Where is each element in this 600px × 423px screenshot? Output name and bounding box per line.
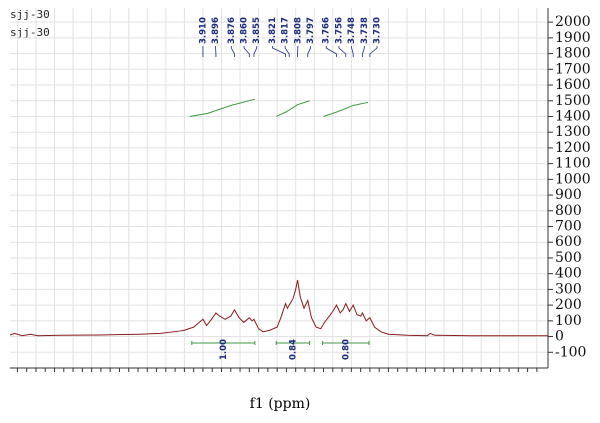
x-axis-label: f1 (ppm) (250, 396, 311, 412)
y-tick-label: 600 (555, 234, 582, 250)
spectrum-line (9, 279, 548, 337)
y-tick-label: 700 (555, 219, 582, 235)
peak-label: 3.896 (211, 17, 221, 44)
y-tick-label: 1300 (555, 124, 591, 140)
y-tick-label: 300 (555, 281, 582, 297)
y-tick-label: 400 (555, 266, 582, 282)
integral-bracket (191, 341, 256, 345)
y-tick-label: 1600 (555, 77, 591, 93)
peak-label: 3.855 (252, 17, 262, 44)
peak-label: 3.817 (281, 17, 291, 44)
y-tick-label: 1700 (555, 61, 591, 77)
peak-label: 3.766 (322, 17, 332, 44)
peak-connector (272, 46, 286, 57)
peak-label: 3.738 (360, 17, 370, 44)
integral-bracket (322, 341, 370, 345)
y-tick-label: 0 (555, 329, 564, 345)
peak-connector (307, 46, 311, 57)
peak-connector (338, 46, 347, 57)
y-tick-label: -100 (555, 344, 586, 360)
peak-label: 3.876 (227, 17, 237, 44)
y-tick-label: 1200 (555, 140, 591, 156)
integral-curve (323, 101, 369, 117)
y-tick-label: 1800 (555, 46, 591, 62)
peak-connector (230, 46, 235, 57)
integral-curve (189, 98, 256, 117)
integral-bracket (275, 341, 311, 345)
y-tick-label: 1500 (555, 93, 591, 109)
integral-label: 0.80 (341, 339, 351, 360)
y-tick-label: 900 (555, 187, 582, 203)
peak-connector (284, 46, 290, 57)
peak-label: 3.756 (334, 17, 344, 44)
peak-label: 3.821 (268, 17, 278, 44)
y-tick-label: 100 (555, 313, 582, 329)
peak-connector (362, 46, 365, 57)
integral-label: 1.00 (219, 339, 229, 360)
y-tick-label: 1000 (555, 171, 591, 187)
peak-label: 3.860 (240, 17, 250, 44)
peak-connector (351, 46, 354, 57)
peak-label: 3.797 (306, 17, 316, 44)
y-tick-label: 1100 (555, 156, 591, 172)
peak-label: 3.910 (198, 17, 208, 44)
y-tick-label: 1900 (555, 30, 591, 46)
peak-label: 3.808 (293, 17, 303, 44)
peak-label: 3.730 (373, 17, 383, 44)
peak-connector (253, 46, 258, 57)
y-tick-label: 200 (555, 297, 582, 313)
y-tick-label: 500 (555, 250, 582, 266)
peak-connector (325, 46, 337, 57)
chart-title: sjj-30 (10, 8, 50, 21)
peak-connector (243, 46, 250, 57)
chart-subtitle: sjj-30 (10, 26, 50, 39)
y-tick-label: 800 (555, 203, 582, 219)
peak-connector (369, 46, 378, 57)
integral-label: 0.84 (288, 339, 298, 360)
y-tick-label: 1400 (555, 108, 591, 124)
integral-curve (276, 100, 310, 117)
y-tick-label: 2000 (555, 14, 591, 30)
peak-label: 3.748 (347, 17, 357, 44)
